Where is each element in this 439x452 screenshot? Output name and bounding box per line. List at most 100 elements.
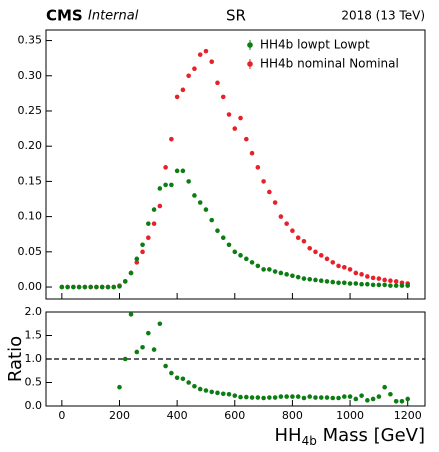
data-point (278, 214, 284, 219)
data-point (105, 284, 111, 290)
data-point (209, 389, 215, 395)
data-point (215, 390, 220, 396)
data-point (232, 393, 238, 398)
data-point (290, 394, 295, 399)
data-point (405, 283, 411, 288)
data-point (186, 179, 191, 184)
data-point (134, 349, 140, 355)
data-point (82, 284, 88, 290)
data-point (174, 94, 180, 100)
data-point (215, 228, 220, 233)
data-point (238, 115, 243, 121)
data-point (65, 284, 70, 290)
data-point (226, 242, 232, 248)
data-point (209, 59, 215, 64)
data-point (88, 284, 93, 290)
data-point (169, 136, 174, 142)
y-tick-label: 0.30 (18, 69, 43, 82)
data-point (157, 321, 163, 327)
data-point (342, 280, 347, 286)
y-tick-label: 0.05 (18, 245, 43, 258)
data-point (180, 168, 186, 174)
data-point (244, 394, 249, 400)
data-point (382, 282, 387, 288)
data-point (376, 394, 382, 399)
data-point (388, 283, 393, 288)
energy-label: 2018 (13 TeV) (341, 9, 425, 23)
data-point (163, 182, 168, 188)
data-point (290, 273, 295, 279)
data-point (76, 284, 82, 290)
data-point (59, 284, 65, 290)
data-point (307, 245, 313, 251)
data-point (353, 396, 359, 402)
data-point (295, 274, 301, 280)
x-label-main: HH (275, 425, 302, 446)
data-point (192, 383, 197, 389)
data-point (347, 267, 353, 272)
data-point (117, 384, 122, 390)
data-point (169, 370, 174, 376)
y-tick-label: 0.20 (18, 139, 43, 152)
data-point (226, 391, 232, 397)
data-point (220, 94, 226, 100)
data-point (255, 263, 261, 269)
y-tick-label: 1.5 (25, 329, 43, 342)
data-point (244, 256, 249, 262)
data-point (388, 278, 393, 283)
data-point (382, 277, 387, 283)
data-point (272, 269, 278, 274)
data-point (128, 312, 134, 317)
data-point (267, 395, 272, 400)
data-point (353, 270, 359, 276)
data-point (232, 249, 238, 255)
data-point (151, 221, 157, 226)
data-point (359, 281, 364, 287)
data-point (157, 203, 163, 209)
y-tick-label: 0.00 (18, 280, 43, 293)
data-point (249, 150, 255, 156)
data-point (365, 398, 370, 403)
y-tick-label: 0.25 (18, 104, 43, 117)
data-point (330, 260, 336, 265)
data-point (134, 256, 140, 262)
data-point (307, 394, 313, 399)
status: Internal (88, 9, 139, 24)
experiment: CMS (46, 7, 83, 25)
data-point (238, 253, 243, 258)
y-tick-label: 0.15 (18, 174, 43, 187)
data-point (272, 200, 278, 205)
data-point (140, 242, 145, 248)
data-point (261, 267, 266, 272)
data-point (146, 221, 151, 226)
data-point (174, 375, 180, 381)
data-point (220, 391, 226, 397)
data-point (399, 283, 405, 288)
data-point (151, 207, 157, 212)
data-point (388, 391, 393, 397)
chart-title: SR (226, 7, 246, 25)
data-point (324, 256, 330, 262)
data-point (318, 253, 324, 258)
data-point (405, 396, 411, 402)
data-point (295, 394, 301, 399)
data-point (249, 260, 255, 265)
data-point (261, 179, 266, 184)
x-tick-label: 1000 (336, 409, 364, 422)
data-point (128, 270, 134, 276)
data-point (301, 238, 307, 244)
data-point (238, 394, 243, 400)
data-point (393, 279, 399, 284)
data-point (336, 263, 341, 269)
data-point (376, 276, 382, 281)
data-point (174, 168, 180, 174)
data-point (393, 399, 399, 404)
data-point (94, 284, 99, 290)
data-point (261, 395, 266, 401)
x-tick-label: 400 (167, 409, 188, 422)
data-point (330, 395, 336, 401)
data-point (203, 48, 209, 54)
data-point (180, 376, 186, 382)
data-point (272, 395, 278, 400)
data-point (134, 260, 140, 265)
